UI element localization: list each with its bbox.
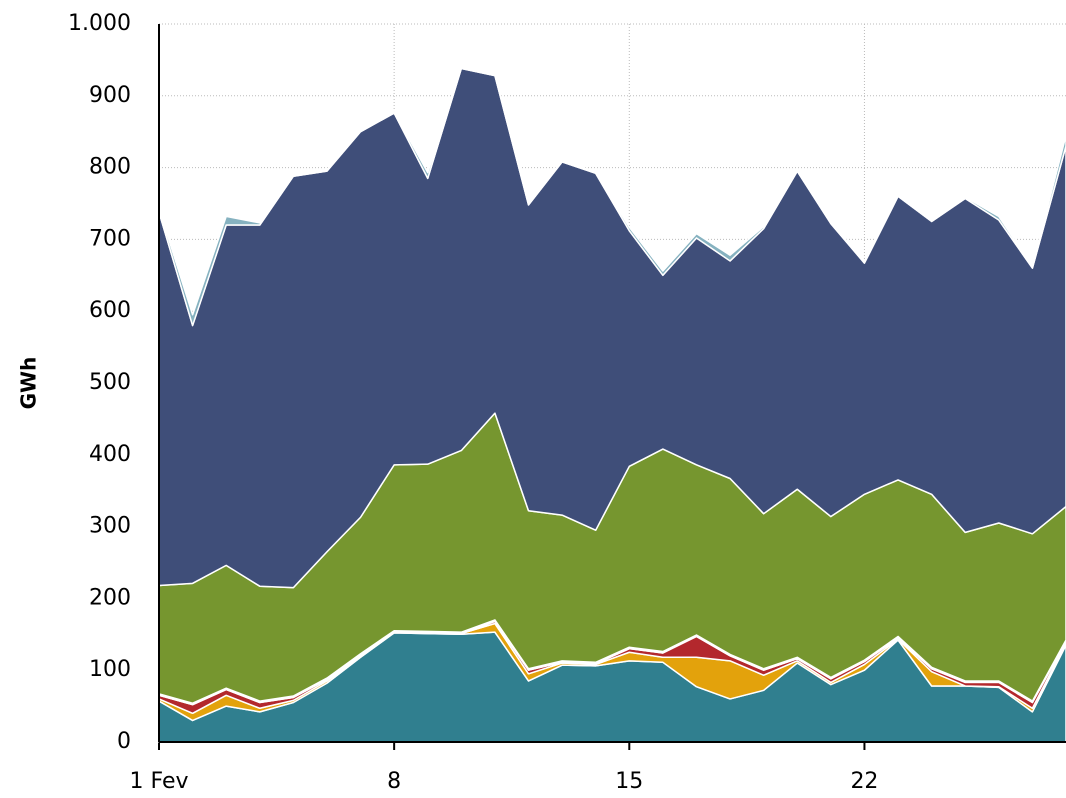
y-tick-label: 500 xyxy=(89,370,131,395)
x-tick-label: 15 xyxy=(615,769,643,794)
x-tick-label: 22 xyxy=(850,769,878,794)
y-tick-label: 700 xyxy=(89,226,131,251)
y-tick-label: 900 xyxy=(89,83,131,108)
y-axis-label: GWh xyxy=(17,357,41,410)
y-tick-label: 100 xyxy=(89,657,131,682)
area xyxy=(158,66,1066,327)
x-tick-label: 8 xyxy=(387,769,401,794)
y-tick-label: 200 xyxy=(89,585,131,610)
x-tick-label: 1 Fev xyxy=(130,769,189,794)
y-tick-label: 300 xyxy=(89,514,131,539)
y-tick-label: 0 xyxy=(117,729,131,754)
y-tick-label: 600 xyxy=(89,298,131,323)
y-tick-label: 400 xyxy=(89,442,131,467)
y-tick-label: 1.000 xyxy=(68,11,131,36)
y-tick-label: 800 xyxy=(89,155,131,180)
